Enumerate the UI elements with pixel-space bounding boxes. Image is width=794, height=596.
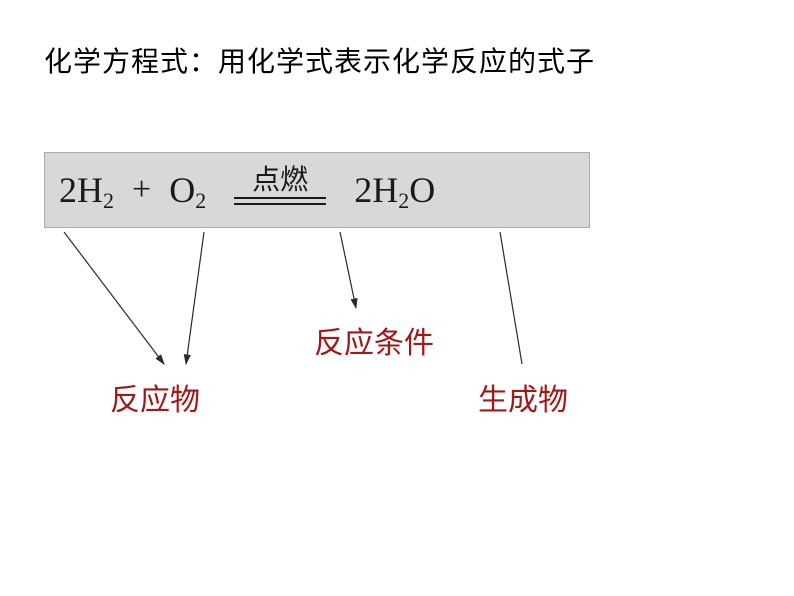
condition-text: 点燃 [252,167,308,195]
label-product: 生成物 [478,375,568,419]
reactant-1: 2 H 2 [59,169,114,211]
annotation-arrows [44,228,684,398]
double-line-icon [234,197,326,205]
subscript: 2 [103,188,114,214]
subscript: 2 [195,188,206,214]
coefficient: 2 [354,169,372,211]
element: O [409,169,435,211]
plus-sign: + [132,171,151,209]
equation-box: 2 H 2 + O 2 点燃 2 H 2 O [44,152,590,228]
coefficient: 2 [59,169,77,211]
reaction-arrow: 点燃 [234,167,326,205]
element: O [169,169,195,211]
element: H [372,169,398,211]
reactant-2: O 2 [169,169,206,211]
label-condition: 反应条件 [314,318,434,362]
product-1: 2 H 2 O [354,169,435,211]
equation: 2 H 2 + O 2 点燃 2 H 2 O [45,169,589,211]
subscript: 2 [398,188,409,214]
page-title: 化学方程式：用化学式表示化学反应的式子 [44,40,595,80]
label-reactant: 反应物 [110,375,200,419]
element: H [77,169,103,211]
